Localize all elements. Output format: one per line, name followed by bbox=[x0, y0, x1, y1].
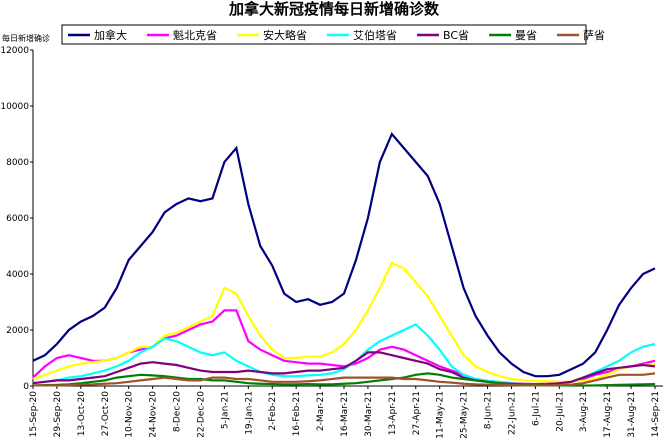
x-tick-label: 10-Nov-20 bbox=[125, 391, 135, 438]
legend-label: 萨省 bbox=[583, 29, 605, 42]
legend-label: BC省 bbox=[443, 29, 469, 42]
x-tick-label: 19-Jan-21 bbox=[244, 391, 254, 435]
y-tick-label: 8000 bbox=[6, 158, 29, 168]
x-tick-label: 20-Jul-21 bbox=[555, 391, 565, 432]
x-tick-label: 25-May-21 bbox=[460, 391, 470, 439]
x-tick-label: 15-Sep-20 bbox=[29, 391, 39, 438]
legend-label: 加拿大 bbox=[94, 28, 127, 42]
y-tick-label: 6000 bbox=[6, 214, 29, 224]
series-line bbox=[32, 131, 656, 378]
x-tick-label: 8-Dec-20 bbox=[173, 391, 183, 432]
legend-label: 魁北克省 bbox=[173, 28, 217, 42]
x-tick-label: 24-Nov-20 bbox=[149, 391, 159, 438]
x-tick-label: 17-Aug-21 bbox=[603, 391, 613, 438]
chart-title: 加拿大新冠疫情每日新增确诊数 bbox=[228, 0, 440, 18]
x-tick-label: 27-Oct-20 bbox=[101, 391, 111, 436]
x-tick-label: 22-Jun-21 bbox=[507, 391, 517, 435]
x-tick-label: 31-Aug-21 bbox=[627, 391, 637, 438]
x-tick-label: 3-Aug-21 bbox=[579, 391, 589, 432]
x-tick-label: 16-Mar-21 bbox=[340, 391, 350, 437]
y-axis-label: 每日新增确诊 bbox=[2, 33, 50, 43]
y-tick-label: 10000 bbox=[0, 102, 29, 112]
x-tick-label: 2-Feb-21 bbox=[268, 391, 278, 431]
x-tick-label: 13-Oct-20 bbox=[77, 391, 87, 436]
x-tick-label: 8-Jun-21 bbox=[484, 391, 494, 429]
legend-label: 艾伯塔省 bbox=[353, 28, 397, 42]
series-line bbox=[32, 351, 656, 386]
y-tick-label: 4000 bbox=[6, 270, 29, 280]
x-tick-label: 13-Apr-21 bbox=[388, 391, 398, 435]
x-tick-label: 22-Dec-20 bbox=[196, 391, 206, 438]
x-tick-label: 27-Apr-21 bbox=[412, 391, 422, 435]
legend-label: 曼省 bbox=[515, 29, 537, 42]
y-tick-label: 2000 bbox=[6, 326, 29, 336]
x-tick-label: 6-Jul-21 bbox=[531, 391, 541, 426]
x-tick-label: 29-Sep-20 bbox=[53, 391, 63, 438]
series-line bbox=[32, 261, 656, 383]
series-line bbox=[33, 372, 656, 387]
x-tick-label: 11-May-21 bbox=[436, 391, 446, 439]
x-tick-label: 30-Mar-21 bbox=[364, 391, 374, 437]
x-tick-label: 5-Jan-21 bbox=[220, 391, 230, 429]
x-tick-label: 16-Feb-21 bbox=[292, 391, 302, 436]
legend-label: 安大略省 bbox=[263, 28, 307, 42]
y-tick-label: 0 bbox=[23, 382, 29, 392]
legend-box bbox=[61, 24, 587, 45]
x-tick-label: 14-Sep-21 bbox=[651, 391, 661, 437]
x-tick-label: 2-Mar-21 bbox=[316, 391, 326, 431]
y-tick-label: 12000 bbox=[0, 46, 29, 56]
